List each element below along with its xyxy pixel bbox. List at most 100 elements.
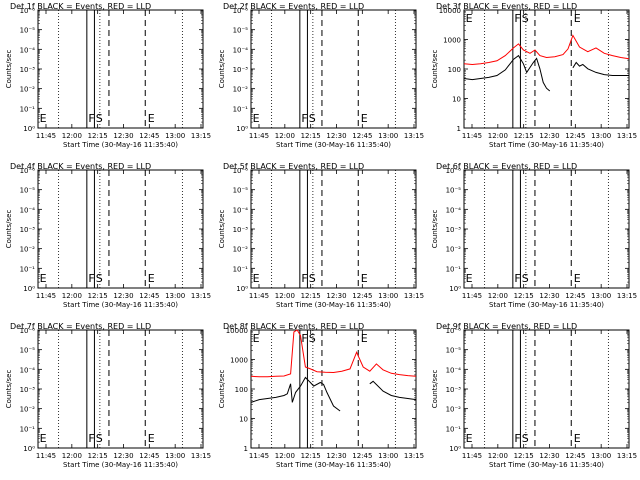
y-tick-label: 10⁻⁶	[233, 7, 249, 15]
marker-letter-f: F	[301, 272, 307, 285]
x-tick-label: 12:30	[113, 452, 133, 460]
y-tick-label: 10⁻³	[20, 226, 36, 234]
x-tick-label: 13:15	[191, 292, 211, 300]
y-tick-label: 100	[235, 386, 248, 394]
x-tick-label: 13:00	[165, 292, 185, 300]
y-tick-label: 10⁻¹	[20, 425, 36, 433]
panel-title: Det 6f BLACK = Events, RED = LLD	[436, 162, 577, 171]
y-axis-label: Counts/sec	[5, 210, 13, 249]
x-tick-label: 12:15	[88, 452, 108, 460]
x-tick-label: 13:00	[165, 452, 185, 460]
y-tick-label: 10⁻¹	[233, 105, 249, 113]
y-tick-label: 10⁻⁴	[233, 206, 249, 214]
x-tick-label: 13:15	[404, 292, 424, 300]
y-axis-label: Counts/sec	[218, 50, 226, 89]
x-tick-label: 13:15	[617, 452, 637, 460]
panel-title: Det 9f BLACK = Events, RED = LLD	[436, 322, 577, 331]
detector-panel-2: Det 2f BLACK = Events, RED = LLD 10⁰ 10⁻¹ 1…	[218, 2, 424, 149]
marker-letter-e2: E	[361, 112, 368, 125]
x-axis-label: Start Time (30-May-16 11:35:40)	[63, 461, 178, 469]
x-tick-label: 11:45	[462, 132, 482, 140]
x-tick-label: 12:15	[301, 292, 321, 300]
y-tick-label: 10000	[226, 327, 248, 335]
x-tick-label: 12:15	[301, 132, 321, 140]
y-tick-label: 10⁻⁵	[233, 27, 249, 35]
y-tick-label: 10⁻⁶	[233, 167, 249, 175]
y-tick-label: 10⁻⁴	[446, 366, 462, 374]
x-tick-label: 13:00	[591, 292, 611, 300]
detector-panel-1: Det 1f BLACK = Events, RED = LLD 10⁰ 10⁻¹ 1…	[5, 2, 211, 149]
marker-letter-e1: E	[466, 272, 473, 285]
series-line-2	[463, 54, 629, 92]
marker-letter-f: F	[88, 112, 94, 125]
marker-letter-s: S	[96, 112, 103, 125]
x-tick-label: 12:15	[514, 292, 534, 300]
plot-frame	[250, 9, 417, 129]
y-tick-label: 10⁻⁵	[446, 347, 462, 355]
y-tick-label: 10⁰	[23, 125, 35, 133]
x-tick-label: 12:30	[539, 452, 559, 460]
panel-title: Det 1f BLACK = Events, RED = LLD	[10, 2, 151, 11]
y-tick-label: 100	[448, 66, 461, 74]
x-tick-label: 12:00	[275, 132, 295, 140]
marker-letter-s: S	[522, 12, 529, 25]
plot-frame	[463, 329, 630, 449]
x-tick-label: 13:15	[617, 132, 637, 140]
x-tick-label: 12:45	[139, 132, 159, 140]
y-tick-label: 10⁻³	[20, 66, 36, 74]
y-axis-label: Counts/sec	[5, 50, 13, 89]
x-axis-label: Start Time (30-May-16 11:35:40)	[489, 301, 604, 309]
detector-panel-8: Det 8f BLACK = Events, RED = LLD 1 10 100 10…	[218, 322, 424, 469]
marker-letter-e2: E	[148, 112, 155, 125]
x-tick-label: 13:15	[404, 132, 424, 140]
x-tick-label: 12:30	[326, 292, 346, 300]
y-tick-label: 10⁰	[236, 285, 248, 293]
x-tick-label: 12:45	[352, 452, 372, 460]
x-tick-label: 12:30	[326, 452, 346, 460]
plot-frame	[250, 329, 417, 449]
x-tick-label: 12:00	[275, 292, 295, 300]
x-axis-label: Start Time (30-May-16 11:35:40)	[63, 301, 178, 309]
marker-letter-e2: E	[574, 272, 581, 285]
y-tick-label: 10⁻⁵	[20, 27, 36, 35]
y-axis-label: Counts/sec	[218, 210, 226, 249]
marker-letter-e1: E	[40, 112, 47, 125]
x-tick-label: 13:00	[591, 452, 611, 460]
y-tick-label: 10	[239, 416, 248, 424]
marker-letter-f: F	[514, 12, 520, 25]
y-tick-label: 10⁻²	[20, 86, 36, 94]
plot-frame	[37, 329, 204, 449]
y-tick-label: 10⁰	[449, 285, 461, 293]
y-axis-label: Counts/sec	[5, 370, 13, 409]
marker-letter-s: S	[96, 432, 103, 445]
y-tick-label: 1000	[230, 357, 248, 365]
x-tick-label: 12:15	[88, 132, 108, 140]
y-tick-label: 10⁰	[236, 125, 248, 133]
y-tick-label: 10⁻²	[446, 406, 462, 414]
y-tick-label: 10⁻⁶	[20, 167, 36, 175]
y-tick-label: 10⁰	[23, 285, 35, 293]
x-tick-label: 12:15	[88, 292, 108, 300]
marker-letter-s: S	[309, 112, 316, 125]
y-tick-label: 10⁻¹	[20, 265, 36, 273]
detector-panel-9: Det 9f BLACK = Events, RED = LLD 10⁰ 10⁻¹ 1…	[431, 322, 637, 469]
marker-letter-s: S	[522, 432, 529, 445]
marker-letter-f: F	[514, 432, 520, 445]
x-tick-label: 12:15	[301, 452, 321, 460]
y-tick-label: 10⁻³	[233, 226, 249, 234]
marker-letter-e2: E	[574, 12, 581, 25]
y-axis-label: Counts/sec	[218, 370, 226, 409]
y-tick-label: 10⁻⁵	[20, 347, 36, 355]
y-tick-label: 10⁻²	[20, 406, 36, 414]
x-tick-label: 11:45	[249, 292, 269, 300]
y-axis-label: Counts/sec	[431, 210, 439, 249]
x-tick-label: 12:45	[352, 292, 372, 300]
x-tick-label: 12:00	[488, 132, 508, 140]
y-tick-label: 10⁻⁴	[446, 206, 462, 214]
x-tick-label: 13:00	[591, 132, 611, 140]
y-tick-label: 10⁻³	[233, 66, 249, 74]
x-tick-label: 11:45	[462, 292, 482, 300]
panel-title: Det 5f BLACK = Events, RED = LLD	[223, 162, 364, 171]
marker-letter-e1: E	[253, 332, 260, 345]
panel-title: Det 8f BLACK = Events, RED = LLD	[223, 322, 364, 331]
